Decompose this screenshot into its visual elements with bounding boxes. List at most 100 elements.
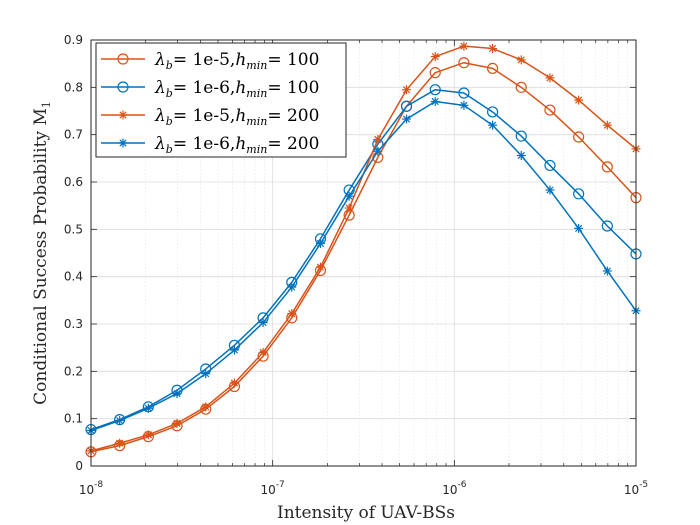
legend-label-part: h (235, 106, 246, 126)
asterisk-stroke (345, 192, 353, 200)
series-2 (85, 84, 642, 436)
y-tick-label: 0.5 (64, 222, 83, 236)
asterisk-stroke (173, 389, 181, 398)
data-point (515, 81, 527, 93)
legend-label-part: min (246, 59, 267, 72)
y-tick-label: 0.8 (64, 80, 83, 94)
data-point (315, 239, 325, 249)
data-point (573, 188, 585, 200)
data-point (458, 87, 470, 99)
legend-label-part: b (166, 87, 173, 100)
x-tick-label: 10-6 (442, 480, 467, 497)
asterisk-stroke (546, 186, 554, 194)
data-point (573, 131, 585, 143)
legend-label-part: = 1e-5, (173, 50, 236, 70)
y-tick-label: 0.2 (64, 364, 83, 378)
data-point (574, 95, 584, 105)
y-axis-label-subscript: 1 (40, 101, 53, 108)
legend-marker (118, 110, 128, 120)
data-point (545, 73, 555, 83)
asterisk-stroke (144, 431, 152, 439)
asterisk-stroke (575, 96, 583, 104)
data-point (488, 120, 498, 130)
asterisk-stroke (202, 370, 210, 378)
legend-label: λb= 1e-5,hmin= 100 (154, 50, 319, 72)
data-point (459, 100, 469, 110)
series-line (90, 100, 637, 432)
data-point (344, 191, 354, 201)
plot-series (85, 41, 642, 458)
legend-label-part: λ (154, 134, 166, 154)
data-point (602, 266, 612, 276)
series-1 (85, 57, 642, 458)
x-tick-exponent: -6 (457, 480, 466, 490)
x-tick-label: 10-8 (79, 480, 104, 497)
data-point (400, 100, 413, 112)
asterisk-stroke (374, 147, 382, 155)
data-point (429, 67, 441, 79)
x-tick-exponent: -5 (639, 480, 648, 490)
asterisk-stroke (460, 42, 468, 50)
legend-label-part: λ (154, 50, 166, 70)
legend-label-part: h (235, 134, 246, 154)
legend-label: λb= 1e-5,hmin= 200 (154, 106, 319, 128)
data-point (172, 389, 182, 399)
legend-label-part: λ (154, 78, 166, 98)
asterisk-stroke (230, 379, 239, 387)
asterisk-stroke (345, 204, 353, 212)
x-tick-exponent: -8 (94, 480, 103, 490)
y-tick-label: 0.6 (64, 175, 83, 189)
legend-label-part: = 200 (267, 134, 319, 154)
series-4 (86, 97, 641, 435)
legend-item: λb= 1e-6,hmin= 200 (101, 134, 319, 156)
plot-frame (90, 39, 637, 467)
legend-item: λb= 1e-5,hmin= 100 (101, 50, 319, 72)
y-tick-label: 0.4 (64, 270, 83, 284)
x-tick-label: 10-7 (261, 480, 285, 497)
y-tick-label: 0.9 (64, 33, 83, 47)
x-tick-base: 10 (442, 483, 457, 497)
legend-label-part: = 1e-6, (173, 134, 236, 154)
data-point (344, 203, 354, 213)
legend-label-part: = 100 (267, 50, 319, 70)
legend-label-part: = 1e-5, (173, 106, 236, 126)
asterisk-stroke (460, 101, 468, 109)
legend-label-part: b (166, 115, 173, 128)
data-point (544, 104, 556, 116)
data-point (143, 403, 153, 413)
data-point (516, 55, 526, 65)
legend-marker (118, 138, 128, 148)
asterisk-stroke (173, 419, 181, 428)
series-line (90, 88, 637, 431)
legend-label-part: b (166, 59, 173, 72)
asterisk-stroke (603, 121, 611, 129)
data-point (201, 369, 211, 379)
legend-label-part: min (246, 87, 267, 100)
data-point (287, 309, 297, 319)
data-point (229, 345, 239, 355)
asterisk-stroke (431, 97, 439, 106)
asterisk-stroke (288, 283, 296, 291)
asterisk-stroke (374, 135, 382, 144)
data-point (601, 220, 613, 232)
asterisk-stroke (230, 346, 239, 354)
asterisk-stroke (488, 44, 497, 53)
y-tick-label: 0.1 (64, 412, 83, 426)
legend-label-part: λ (154, 106, 166, 126)
axis-ticks (90, 39, 637, 467)
x-tick-exponent: -7 (276, 480, 285, 490)
data-point (172, 418, 182, 428)
y-tick-label: 0 (75, 459, 83, 473)
legend-item: λb= 1e-6,hmin= 100 (101, 78, 319, 100)
tick-labels: 10-8 10-7 10-6 10-500.10.20.30.40.50.60.70.… (64, 33, 648, 497)
asterisk-stroke (116, 439, 124, 447)
legend-label: λb= 1e-6,hmin= 200 (154, 134, 319, 156)
asterisk-stroke (546, 74, 554, 82)
asterisk-stroke (259, 318, 267, 327)
asterisk-stroke (488, 121, 497, 129)
data-point (373, 134, 383, 144)
asterisk-stroke (402, 86, 411, 94)
legend-label-part: h (235, 50, 246, 70)
